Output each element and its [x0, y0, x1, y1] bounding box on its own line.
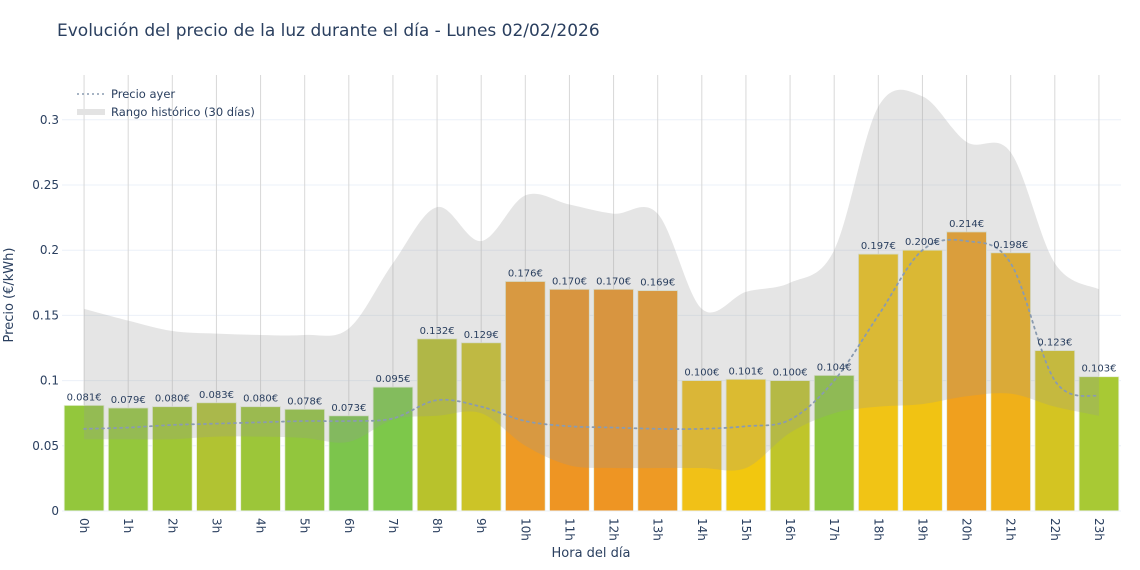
x-tick-label: 16h	[783, 518, 797, 541]
bar-value-label: 0.176€	[508, 268, 543, 279]
bar-labels: 0.081€ 0.079€ 0.080€ 0.083€ 0.080€ 0.078€ 0.07…	[67, 219, 1117, 414]
bar-value-label: 0.101€	[728, 366, 763, 377]
chart-title: Evolución del precio de la luz durante e…	[57, 21, 600, 41]
x-tick-label: 8h	[430, 518, 444, 533]
bar-value-label: 0.080€	[155, 394, 190, 405]
bar-value-label: 0.170€	[552, 276, 587, 287]
legend-band-swatch	[77, 109, 105, 115]
bar-value-label: 0.100€	[684, 368, 719, 379]
x-tick-label: 11h	[562, 518, 576, 541]
bar-value-label: 0.169€	[640, 278, 675, 289]
x-tick-label: 9h	[474, 518, 488, 533]
bar-value-label: 0.170€	[596, 276, 631, 287]
bar-7h[interactable]	[372, 386, 414, 512]
x-tick-label: 5h	[298, 518, 312, 533]
x-tick-label: 3h	[209, 518, 223, 533]
x-tick-label: 2h	[165, 518, 179, 533]
x-tick-label: 4h	[254, 518, 268, 533]
bar-value-label: 0.081€	[67, 392, 102, 403]
x-tick-label: 7h	[386, 518, 400, 533]
x-tick-label: 17h	[827, 518, 841, 541]
bar-9h[interactable]	[460, 342, 502, 512]
bar-value-label: 0.083€	[199, 390, 234, 401]
x-tick-label: 12h	[607, 518, 621, 541]
bar-value-label: 0.103€	[1081, 364, 1116, 375]
x-tick-label: 23h	[1092, 518, 1106, 541]
bar-18h[interactable]	[858, 253, 899, 512]
bar-16h[interactable]	[769, 380, 811, 512]
bar-value-label: 0.200€	[905, 237, 940, 248]
bar-value-label: 0.080€	[243, 394, 278, 405]
bar-value-label: 0.214€	[949, 219, 984, 230]
bar-22h[interactable]	[1034, 350, 1076, 512]
bars	[63, 231, 1120, 512]
x-tick-label: 10h	[518, 518, 532, 541]
yesterday-price-line	[83, 238, 1100, 430]
bar-11h[interactable]	[549, 288, 590, 512]
y-tick-label: 0	[51, 504, 59, 518]
bar-15h[interactable]	[725, 378, 767, 512]
bar-value-label: 0.078€	[287, 396, 322, 407]
x-axis-title: Hora del día	[552, 546, 631, 561]
bar-5h[interactable]	[284, 408, 325, 512]
bar-value-label: 0.123€	[1037, 338, 1072, 349]
x-tick-label: 22h	[1048, 518, 1062, 541]
x-tick-label: 6h	[342, 518, 356, 533]
x-tick-label: 1h	[121, 518, 135, 533]
historical-range-band	[84, 89, 1099, 471]
legend-yesterday[interactable]: Precio ayer	[111, 87, 175, 101]
bar-value-label: 0.132€	[420, 326, 455, 337]
x-tick-label: 13h	[651, 518, 665, 541]
y-tick-label: 0.05	[32, 439, 59, 453]
bar-value-label: 0.104€	[817, 362, 852, 373]
bar-12h[interactable]	[593, 288, 634, 512]
y-tick-label: 0.25	[32, 178, 59, 192]
y-tick-label: 0.1	[40, 374, 59, 388]
bar-10h[interactable]	[505, 281, 546, 512]
yesterday-line	[83, 238, 1100, 430]
bar-0h[interactable]	[63, 404, 105, 512]
bar-14h[interactable]	[681, 380, 723, 512]
bar-13h[interactable]	[637, 290, 678, 512]
bar-value-label: 0.197€	[861, 241, 896, 252]
x-tick-label: 0h	[77, 518, 91, 533]
x-tick-label: 20h	[960, 518, 974, 541]
x-tick-label: 18h	[871, 518, 885, 541]
x-tick-label: 21h	[1004, 518, 1018, 541]
y-tick-label: 0.15	[32, 308, 59, 322]
legend-range[interactable]: Rango histórico (30 días)	[111, 105, 255, 119]
legend[interactable]: Precio ayer Rango histórico (30 días)	[77, 87, 255, 119]
bar-value-label: 0.095€	[375, 374, 410, 385]
bar-value-label: 0.129€	[464, 330, 499, 341]
bar-3h[interactable]	[196, 402, 237, 512]
x-tick-label: 14h	[695, 518, 709, 541]
bar-value-label: 0.079€	[111, 395, 146, 406]
x-tick-label: 19h	[915, 518, 929, 541]
bar-1h[interactable]	[107, 407, 149, 512]
bar-17h[interactable]	[813, 374, 855, 512]
bar-value-label: 0.100€	[773, 368, 808, 379]
bar-23h[interactable]	[1078, 376, 1120, 512]
bar-value-label: 0.073€	[331, 403, 366, 414]
x-tick-label: 15h	[739, 518, 753, 541]
axes: 0 0.05 0.1 0.15 0.2 0.25 0.3 0h 1h 2h 3h 4h 5h 6h 7h 8h…	[32, 113, 1121, 541]
y-axis-title: Precio (€/kWh)	[2, 248, 17, 343]
y-tick-label: 0.3	[40, 113, 59, 127]
bar-21h[interactable]	[990, 252, 1031, 512]
bar-value-label: 0.198€	[993, 240, 1028, 251]
bar-6h[interactable]	[328, 415, 370, 512]
bar-4h[interactable]	[240, 406, 281, 512]
bar-8h[interactable]	[416, 338, 458, 512]
y-tick-label: 0.2	[40, 243, 59, 257]
range-area	[84, 89, 1099, 471]
